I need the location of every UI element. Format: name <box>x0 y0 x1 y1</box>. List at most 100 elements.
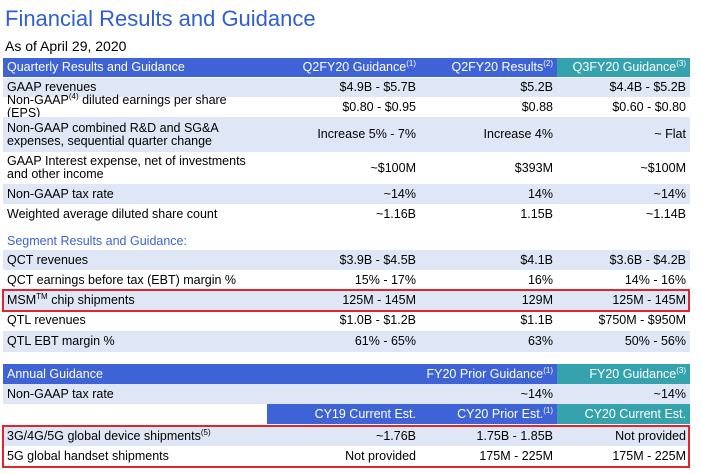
table-cell: $4.4B - $5.2B <box>557 78 690 97</box>
table-cell: ~14% <box>420 384 557 404</box>
table-cell: 3G/4G/5G global device shipments(5) <box>3 426 267 446</box>
table-cell: Non-GAAP combined R&D and SG&A expenses,… <box>3 117 267 152</box>
cell-text: 3G/4G/5G global device shipments <box>7 428 201 443</box>
cell-text: Q2FY20 Guidance <box>302 60 407 74</box>
table-cell: Non-GAAP(4) diluted earnings per share (… <box>3 93 267 120</box>
table-cell: ~1.76B <box>267 426 420 446</box>
cell-text: Q3FY20 Guidance <box>572 60 677 74</box>
cell-text: $0.60 - $0.80 <box>612 99 686 114</box>
cell-text: 61% - 65% <box>354 334 416 348</box>
table-cell: FY20 Prior Guidance(1) <box>420 364 557 384</box>
cell-text: Annual Guidance <box>7 366 103 381</box>
row-background <box>3 250 690 270</box>
cell-text: 14% <box>527 186 553 201</box>
cell-text: Increase 5% - 7% <box>317 127 416 141</box>
cell-text: 175M - 225M <box>479 448 553 463</box>
table-cell: FY20 Guidance(3) <box>557 364 690 384</box>
cell-text: Weighted average diluted share count <box>7 206 218 221</box>
table-cell: Q2FY20 Guidance(1) <box>267 58 420 77</box>
row-background <box>3 117 690 152</box>
table-cell: $4.1B <box>420 250 557 270</box>
table-cell: Non-GAAP tax rate <box>3 384 267 404</box>
row-background <box>557 404 690 424</box>
cell-text: FY20 Prior Guidance(1) <box>426 366 553 381</box>
cell-text: CY20 Prior Est.(1) <box>457 405 553 421</box>
table-cell: ~14% <box>557 384 690 404</box>
cell-text: ~14% <box>653 186 686 201</box>
cell-text: 63% <box>527 334 553 348</box>
cell-text: ~14% <box>520 386 553 401</box>
table-cell: 125M - 145M <box>267 290 420 310</box>
cell-text: CY20 Current Est. <box>584 406 686 421</box>
row-background <box>3 78 690 97</box>
table-cell: Annual Guidance <box>3 364 267 384</box>
cell-text: Q2FY20 Results <box>451 60 544 74</box>
cell-text: $1.0B - $1.2B <box>339 313 416 327</box>
table-cell: $3.6B - $4.2B <box>557 250 690 270</box>
table-cell: Not provided <box>267 446 420 466</box>
table-cell: 61% - 65% <box>267 331 420 352</box>
table-cell: $1.1B <box>420 310 557 331</box>
table-cell: Increase 4% <box>420 117 557 152</box>
table-cell: QCT revenues <box>3 250 267 270</box>
cell-text: Increase 4% <box>483 127 553 141</box>
cell-text: 5G global handset shipments <box>7 448 169 463</box>
table-cell: Quarterly Results and Guidance <box>3 58 267 77</box>
superscript: (5) <box>200 427 211 437</box>
section-title: Segment Results and Guidance: <box>7 233 187 248</box>
row-background <box>3 364 557 384</box>
cell-text: QCT earnings before tax (EBT) margin % <box>7 272 237 287</box>
table-cell: 1.15B <box>420 204 557 224</box>
cell-text: ~1.16B <box>376 206 416 221</box>
cell-text: ~ Flat <box>654 127 686 141</box>
cell-text: QTL EBT margin % <box>7 334 115 348</box>
cell-text: 1.75B - 1.85B <box>476 428 553 443</box>
table-cell: 129M <box>420 290 557 310</box>
cell-text: 175M - 225M <box>612 448 686 463</box>
subtitle: As of April 29, 2020 <box>5 38 127 54</box>
table-cell: ~14% <box>267 184 420 204</box>
cell-text: Quarterly Results and Guidance <box>7 60 185 74</box>
cell-text: CY20 Prior Est. <box>457 406 544 421</box>
cell-text: QCT revenues <box>7 252 89 267</box>
row-background <box>3 58 557 77</box>
highlight-box <box>2 289 690 312</box>
table-cell: ~1.14B <box>557 204 690 224</box>
table-cell: $0.60 - $0.80 <box>557 97 690 117</box>
superscript: (3) <box>676 365 686 375</box>
table-cell: 16% <box>420 270 557 290</box>
table-cell: Not provided <box>557 426 690 446</box>
table-cell: CY20 Prior Est.(1) <box>420 404 557 424</box>
cell-text: $750M - $950M <box>598 313 686 327</box>
superscript: (1) <box>543 405 553 415</box>
cell-text: MSM <box>7 292 37 307</box>
superscript: (3) <box>676 59 686 68</box>
table-cell: ~1.16B <box>267 204 420 224</box>
cell-text: 16% <box>527 272 553 287</box>
cell-text: Not provided <box>345 448 416 463</box>
superscript: (1) <box>406 59 416 68</box>
table-cell: ~$100M <box>267 152 420 184</box>
table-cell: Q2FY20 Results(2) <box>420 58 557 77</box>
table-cell: 63% <box>420 331 557 352</box>
table-cell: QCT earnings before tax (EBT) margin % <box>3 270 267 290</box>
superscript: (4) <box>68 92 79 101</box>
table-cell: $3.9B - $4.5B <box>267 250 420 270</box>
cell-text: $4.9B - $5.7B <box>339 80 416 94</box>
cell-text: $5.2B <box>520 80 553 94</box>
cell-text: 3G/4G/5G global device shipments(5) <box>7 427 211 443</box>
table-cell: QTL EBT margin % <box>3 331 267 352</box>
cell-text: ~$100M <box>640 160 686 175</box>
cell-text: 125M - 145M <box>612 292 686 307</box>
title: Financial Results and Guidance <box>5 6 316 31</box>
table-cell: Non-GAAP tax rate <box>3 184 267 204</box>
cell-text: 1.15B <box>520 206 553 221</box>
table-cell: ~ Flat <box>557 117 690 152</box>
cell-text: Q3FY20 Guidance(3) <box>572 59 686 74</box>
table-cell: $1.0B - $1.2B <box>267 310 420 331</box>
table-cell: 15% - 17% <box>267 270 420 290</box>
cell-text: FY20 Guidance <box>589 366 677 381</box>
table-cell: GAAP Interest expense, net of investment… <box>3 152 267 184</box>
table-cell: CY19 Current Est. <box>267 404 420 424</box>
